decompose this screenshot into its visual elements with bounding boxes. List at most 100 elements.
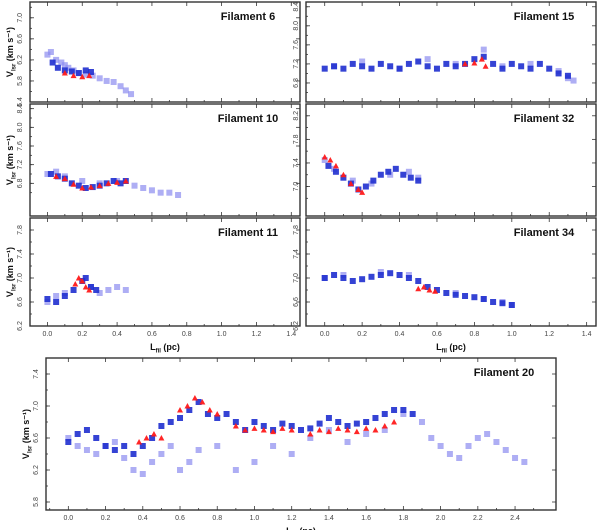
blue-square-point	[415, 177, 422, 184]
light-blue-square-point	[131, 182, 138, 189]
light-blue-square-point	[114, 284, 121, 290]
blue-square-point	[83, 427, 90, 433]
red-triangle-point	[260, 427, 267, 433]
red-triangle-point	[184, 403, 191, 409]
light-blue-square-point	[65, 435, 72, 441]
light-blue-square-point	[527, 60, 534, 67]
red-triangle-point	[426, 287, 433, 293]
y-axis-label: Vlsr (km s⁻¹)	[5, 27, 18, 77]
y-axis-label: Vlsr (km s⁻¹)	[5, 135, 18, 185]
y-tick-label: 8.4	[17, 104, 24, 114]
red-triangle-point	[136, 439, 143, 445]
light-blue-square-point	[110, 79, 117, 85]
blue-square-point	[87, 69, 94, 75]
red-triangle-point	[316, 427, 323, 433]
red-triangle-point	[232, 423, 239, 429]
light-blue-square-point	[53, 56, 60, 63]
panel-f34: 0.0 0.2 0.4 0.6 0.8 1.0 1.2 1.4 6.2 6.6 7.0 7.4 7.8 F…	[293, 217, 597, 355]
light-blue-square-point	[232, 467, 239, 473]
blue-square-point	[89, 184, 96, 191]
blue-square-point	[260, 423, 267, 429]
y-tick-label: 8.2	[293, 111, 300, 121]
light-blue-square-point	[44, 171, 51, 177]
light-blue-square-point	[79, 178, 86, 184]
blue-square-point	[316, 420, 323, 427]
panel-f20: 0.0 0.2 0.4 0.6 0.8 1.0 1.2 1.4 1.6 1.8 2.0 2.2 2.4 5…	[21, 357, 557, 530]
red-triangle-point	[242, 427, 249, 433]
blue-square-point	[65, 439, 72, 445]
blue-square-point	[462, 293, 469, 299]
light-blue-square-point	[270, 443, 277, 449]
red-triangle-point	[279, 425, 286, 431]
panel-f32: 7.0 7.4 7.8 8.2 Filament 32	[293, 103, 597, 217]
blue-square-point	[499, 300, 506, 307]
light-blue-square-point	[167, 443, 174, 449]
x-axis-label: Lfil (pc)	[150, 342, 180, 355]
blue-square-point	[368, 65, 375, 72]
red-triangle-point	[347, 180, 354, 187]
plot-frame	[29, 103, 301, 217]
blue-square-point	[387, 270, 394, 277]
light-blue-square-point	[148, 187, 155, 194]
red-triangle-point	[415, 285, 422, 292]
blue-square-point	[251, 419, 258, 425]
light-blue-square-point	[251, 459, 258, 465]
red-triangle-point	[335, 425, 342, 431]
blue-square-point	[391, 407, 398, 413]
blue-square-point	[54, 64, 61, 71]
red-triangle-point	[214, 411, 221, 417]
x-tick-label: 1.6	[361, 515, 371, 522]
blue-square-point	[332, 168, 339, 175]
panel-title: Filament 32	[514, 113, 575, 125]
red-triangle-point	[432, 288, 439, 294]
y-tick-label: 6.2	[17, 55, 24, 65]
light-blue-square-point	[175, 192, 182, 198]
light-blue-square-point	[93, 451, 100, 457]
blue-square-point	[177, 415, 184, 421]
red-triangle-point	[86, 287, 93, 293]
blue-square-point	[370, 177, 377, 184]
blue-square-point	[340, 174, 347, 181]
blue-square-point	[536, 60, 543, 67]
blue-square-point	[130, 451, 137, 457]
blue-square-point	[387, 63, 394, 70]
red-triangle-point	[87, 184, 94, 190]
plot-frame	[29, 217, 301, 327]
x-tick-label: 0.4	[138, 515, 148, 522]
light-blue-square-point	[47, 49, 54, 55]
y-tick-label: 6.6	[17, 34, 24, 44]
red-triangle-point	[79, 73, 86, 80]
red-triangle-point	[150, 431, 157, 437]
x-tick-label: 1.4	[324, 515, 334, 522]
red-triangle-point	[251, 425, 258, 431]
y-tick-label: 8.0	[293, 21, 300, 31]
x-tick-label: 1.8	[399, 515, 409, 522]
x-tick-label: 0.6	[147, 331, 157, 338]
light-blue-square-point	[321, 157, 328, 163]
red-triangle-point	[420, 284, 427, 290]
light-blue-square-point	[89, 72, 96, 79]
blue-square-point	[331, 272, 338, 278]
blue-square-point	[471, 294, 478, 301]
blue-square-point	[325, 162, 332, 169]
y-tick-label: 7.0	[293, 273, 300, 283]
red-triangle-point	[482, 63, 489, 69]
y-tick-label: 8.4	[293, 2, 300, 12]
light-blue-square-point	[44, 51, 51, 58]
red-triangle-point	[270, 428, 277, 435]
light-blue-square-point	[158, 451, 165, 457]
blue-square-point	[82, 67, 89, 74]
blue-square-point	[121, 443, 128, 449]
x-tick-label: 1.0	[250, 515, 260, 522]
blue-square-point	[443, 60, 450, 67]
y-tick-label: 7.8	[293, 134, 300, 144]
blue-square-point	[392, 165, 399, 172]
blue-square-point	[409, 411, 416, 417]
red-triangle-point	[191, 395, 198, 401]
blue-square-point	[564, 72, 571, 79]
red-triangle-point	[70, 72, 77, 79]
red-triangle-point	[332, 162, 339, 169]
blue-square-point	[68, 180, 75, 187]
x-tick-label: 0.8	[212, 515, 222, 522]
